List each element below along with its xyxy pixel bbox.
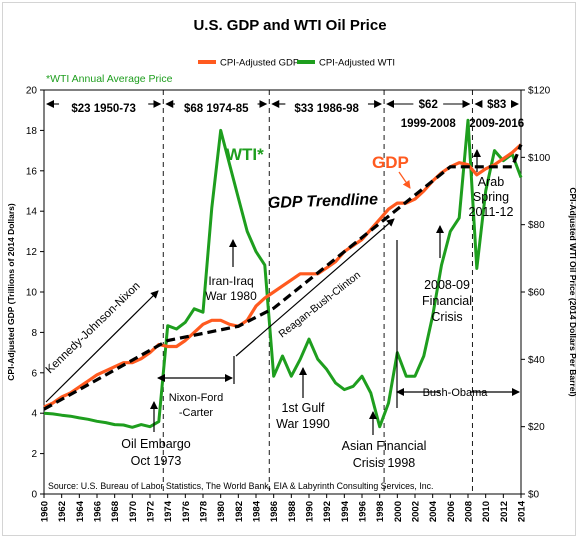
y-right-tick-label: $40 (528, 355, 545, 366)
y-left-tick-label: 12 (26, 247, 38, 258)
asian-crisis-line2: Crisis 1998 (353, 456, 416, 470)
x-tick-label: 1982 (234, 501, 245, 522)
y-left-tick-label: 20 (26, 86, 38, 97)
period-label: $33 1986-98 (294, 103, 359, 115)
x-tick-label: 1996 (358, 501, 369, 522)
axes-layer: 0 2 4 6 8 10 12 14 16 18 20 $0 $20 $40 $60 $80 $100 $120 1… (26, 86, 551, 523)
y-left-tick-label: 16 (26, 166, 38, 177)
source-note: Source: U.S. Bureau of Labor Statistics,… (48, 481, 433, 491)
x-tick-label: 1968 (110, 501, 121, 522)
x-tick-label: 1984 (252, 500, 263, 522)
arab-spring-line3: 2011-12 (469, 205, 514, 219)
y-left-tick-label: 4 (31, 409, 37, 420)
gdp-label-arrow (398, 171, 411, 189)
financial-crisis-line2: Financial (422, 294, 472, 308)
x-tick-label: 1990 (305, 501, 316, 522)
x-tick-label: 2004 (428, 500, 439, 522)
y-left-tick-label: 2 (31, 449, 37, 460)
gdp-trendline (43, 143, 523, 411)
x-tick-label: 1998 (375, 501, 386, 522)
asian-crisis-line1: Asian Financial (342, 439, 427, 453)
gulf-war-line2: War 1990 (276, 417, 330, 431)
x-tick-label: 1964 (75, 500, 86, 522)
reagan-arrow (235, 218, 395, 357)
gdp-line (43, 143, 523, 409)
y-axis-title-right: CPI-Adjusted WTI Oil Price (2014 Dollars… (568, 187, 578, 396)
x-tick-label: 2010 (481, 501, 492, 522)
x-tick-label: 1970 (128, 501, 139, 522)
nixon-ford-line1: Nixon-Ford (169, 392, 223, 404)
financial-crisis-line1: 2008-09 (424, 278, 470, 292)
plot-area (43, 89, 522, 495)
y-left-tick-label: 0 (31, 490, 37, 501)
arab-spring-line1: Arab (478, 175, 504, 189)
wti-series-label: WTI* (226, 145, 264, 164)
oil-embargo-line2: Oct 1973 (131, 454, 182, 468)
x-tick-label: 1976 (181, 501, 192, 522)
period-label: 2009-2016 (469, 118, 524, 130)
x-tick-label: 1978 (199, 501, 210, 522)
x-tick-label: 2014 (517, 500, 528, 522)
period-label: $62 (419, 99, 438, 111)
chart-frame (2, 2, 576, 536)
x-tick-label: 1974 (163, 500, 174, 522)
x-tick-label: 1962 (57, 501, 68, 522)
y-left-tick-label: 6 (31, 368, 37, 379)
x-tick-label: 1986 (269, 501, 280, 522)
x-tick-label: 2006 (446, 501, 457, 522)
arab-spring-line2: Spring (473, 190, 509, 204)
iran-iraq-line1: Iran-Iraq (208, 274, 253, 288)
kennedy-arrow (45, 290, 159, 403)
iran-iraq-line2: War 1980 (205, 289, 257, 303)
annotations: WTI* GDP GDP Trendline Iran-Iraq War 198… (44, 145, 514, 470)
y-left-tick-label: 14 (26, 207, 38, 218)
oil-embargo-line1: Oil Embargo (121, 437, 191, 451)
series-layer (43, 118, 523, 429)
y-left-tick-label: 8 (31, 328, 37, 339)
period-bands: $23 1950-73 $68 1974-85 $33 1986-98 $62 1999… (46, 90, 524, 494)
y-right-tick-label: $60 (528, 288, 545, 299)
x-tick-label: 2002 (411, 501, 422, 522)
wti-line (43, 118, 523, 429)
x-tick-label: 2000 (393, 501, 404, 522)
annotation-arrows (45, 149, 520, 435)
x-tick-label: 1966 (93, 501, 104, 522)
chart-title: U.S. GDP and WTI Oil Price (193, 17, 386, 34)
wti-note: *WTI Annual Average Price (46, 73, 173, 85)
y-left-tick-label: 18 (26, 126, 38, 137)
y-right-tick-label: $0 (528, 490, 540, 501)
x-tick-label: 2008 (464, 501, 475, 522)
x-tick-label: 1988 (287, 501, 298, 522)
legend-label-gdp: CPI-Adjusted GDP (220, 58, 299, 69)
period-label: $23 1950-73 (71, 103, 136, 115)
y-right-tick-label: $120 (528, 86, 551, 97)
legend-label-wti: CPI-Adjusted WTI (319, 58, 395, 69)
nixon-ford-line2: -Carter (179, 407, 214, 419)
y-right-tick-label: $20 (528, 422, 545, 433)
financial-crisis-line3: Crisis (431, 310, 462, 324)
y-axis-title-left: CPI-Adjusted GDP (Trillions of 2014 Doll… (6, 203, 16, 381)
x-tick-label: 1994 (340, 500, 351, 522)
x-tick-label: 1992 (322, 501, 333, 522)
x-tick-label: 2012 (499, 501, 510, 522)
x-tick-label: 1980 (216, 501, 227, 522)
bush-obama-label: Bush-Obama (423, 387, 489, 399)
x-tick-label: 1972 (146, 501, 157, 522)
period-label: 1999-2008 (401, 118, 457, 130)
trendline-label: GDP Trendline (268, 191, 379, 212)
period-label: $68 1974-85 (184, 103, 249, 115)
y-left-tick-label: 10 (26, 288, 38, 299)
period-label: $83 (487, 99, 506, 111)
gdp-series-label: GDP (372, 153, 409, 172)
y-right-tick-label: $80 (528, 220, 545, 231)
x-tick-label: 1960 (40, 501, 51, 522)
y-right-tick-label: $100 (528, 153, 551, 164)
gulf-war-line1: 1st Gulf (281, 401, 325, 415)
